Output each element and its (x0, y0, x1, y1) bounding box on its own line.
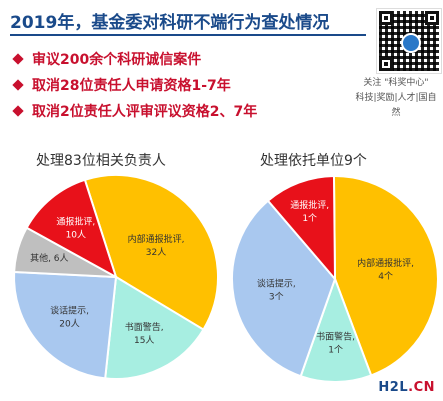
bullet-text: 取消28位责任人申请资格1-7年 (32, 78, 231, 94)
bullet-item: 审议200余个科研诚信案件 (12, 46, 257, 72)
slice-label: 书面警告, (125, 321, 164, 333)
pie-slice-3 (266, 174, 337, 282)
slice-value-label: 15人 (134, 335, 154, 346)
title-underline (10, 34, 366, 36)
follow-tags: 科技|奖励|人才|国自然 (355, 93, 437, 118)
diamond-bullet-icon (12, 53, 24, 65)
chart-title-units: 处理依托单位9个 (260, 153, 367, 169)
slice-label: 内部通报批评, (128, 233, 185, 245)
slice-value-label: 4个 (378, 271, 393, 282)
slice-value-label: 32人 (146, 247, 166, 258)
follow-account: 关注 "科奖中心" (363, 78, 429, 88)
qr-code-icon (376, 8, 442, 74)
slice-label: 谈话提示, (50, 304, 89, 316)
slice-label: 通报批评, (290, 199, 329, 211)
slice-value-label: 1个 (302, 213, 317, 224)
bullet-item: 取消2位责任人评审评议资格2、7年 (12, 98, 258, 124)
chart-title-people: 处理83位相关负责人 (36, 153, 166, 169)
watermark: H2L.CN (378, 380, 435, 395)
watermark-cn: .CN (408, 380, 435, 395)
pie-slice-1 (104, 275, 205, 380)
slice-label: 内部通报批评, (357, 257, 414, 269)
slice-label: 谈话提示, (257, 278, 296, 290)
pie-slice-2 (231, 199, 337, 378)
follow-caption: 关注 "科奖中心" 科技|奖励|人才|国自然 (352, 76, 440, 121)
qr-finder-icon (425, 11, 439, 25)
bullet-text: 审议200余个科研诚信案件 (32, 52, 202, 68)
bullet-text: 取消2位责任人评审评议资格2、7年 (32, 104, 258, 120)
slice-label: 书面警告, (316, 330, 355, 342)
bullet-list: 审议200余个科研诚信案件 取消28位责任人申请资格1-7年 取消2位责任人评审… (12, 46, 258, 124)
diamond-bullet-icon (12, 105, 24, 117)
qr-finder-icon (379, 11, 393, 25)
qr-finder-icon (379, 57, 393, 71)
pie-slice-1 (299, 276, 373, 383)
pie-slice-0 (83, 174, 219, 331)
pie-slice-0 (332, 175, 439, 377)
pie-slice-4 (25, 178, 118, 280)
slice-label: 通报批评, (56, 216, 95, 228)
diamond-bullet-icon (12, 79, 24, 91)
pie-slice-2 (13, 270, 118, 380)
slice-value-label: 10人 (66, 230, 86, 241)
slice-value-label: 20人 (59, 318, 79, 329)
slice-value-label: 1个 (328, 344, 343, 355)
slice-value-label: 3个 (269, 292, 284, 303)
watermark-h2l: H2L (378, 380, 409, 395)
bullet-item: 取消28位责任人申请资格1-7年 (12, 72, 257, 98)
page-title: 2019年，基金委对科研不端行为查处情况 (10, 13, 330, 33)
slice-label: 其他, 6人 (30, 252, 68, 264)
qr-logo-icon (401, 33, 421, 53)
